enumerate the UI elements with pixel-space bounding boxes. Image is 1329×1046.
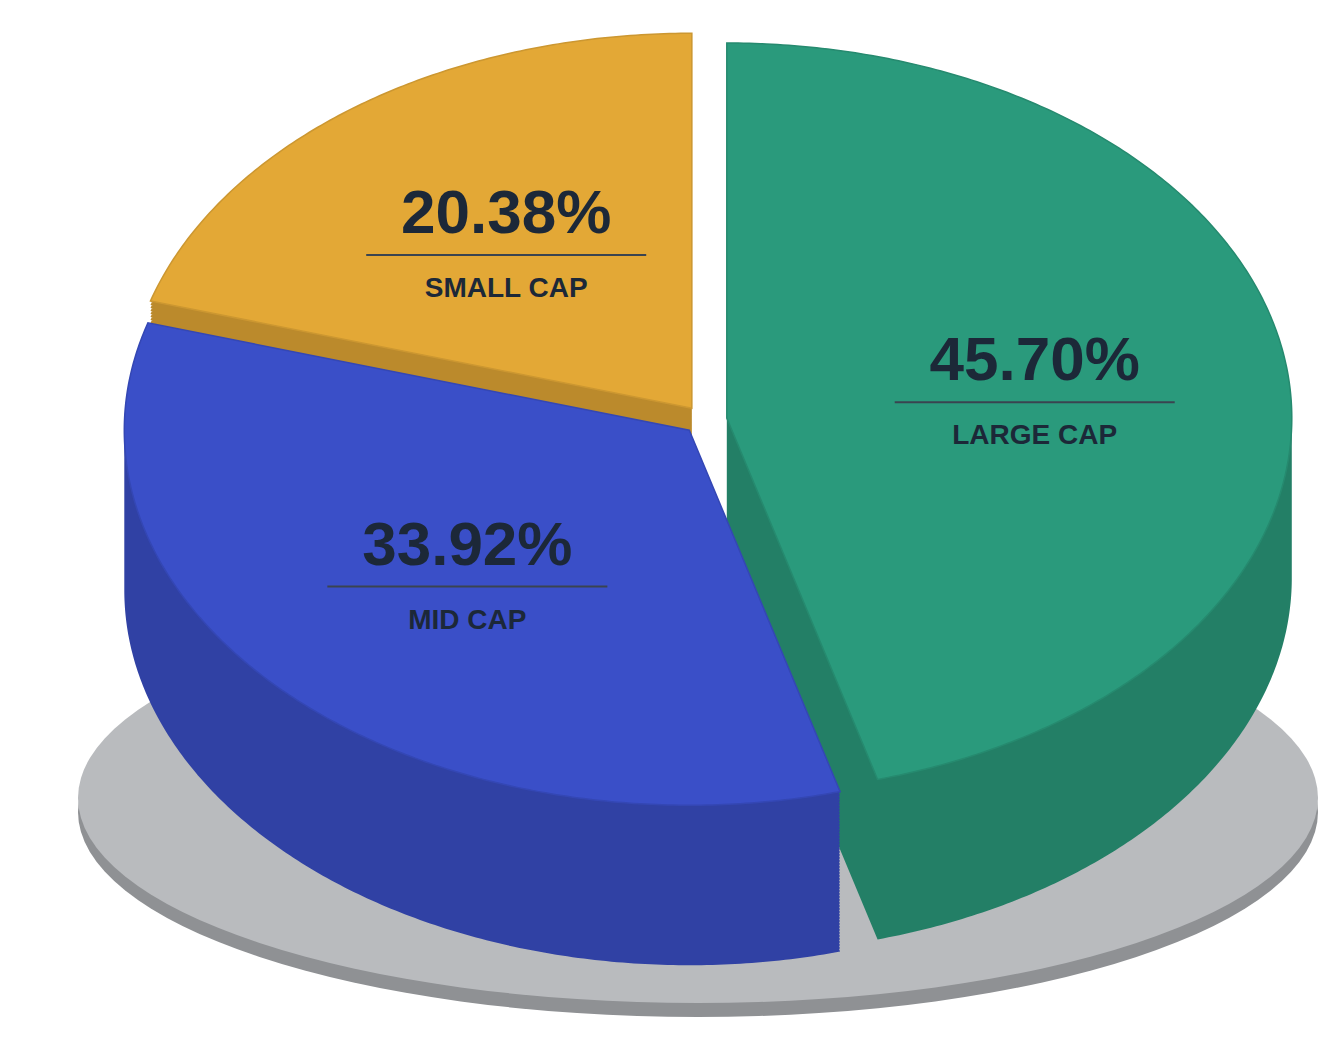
slice-sides — [124, 34, 1292, 965]
slice-label: 45.70% LARGE CAP — [895, 324, 1175, 450]
label-rule — [327, 586, 607, 588]
value-label: 33.92% — [362, 509, 572, 578]
slice — [150, 33, 691, 408]
slice-tops — [124, 33, 1292, 805]
slice-label: 33.92% MID CAP — [327, 509, 607, 635]
value-label: 45.70% — [930, 324, 1140, 393]
slice — [727, 43, 1292, 779]
category-label: MID CAP — [408, 604, 526, 635]
category-label: SMALL CAP — [425, 272, 588, 303]
data-labels: 45.70% LARGE CAP 33.92% MID CAP 20.38% SMALL … — [327, 177, 1174, 635]
label-rule — [895, 401, 1175, 403]
slice-label: 20.38% SMALL CAP — [366, 177, 646, 303]
value-label: 20.38% — [401, 177, 611, 246]
label-rule — [366, 254, 646, 256]
category-label: LARGE CAP — [952, 419, 1117, 450]
chart-svg: 45.70% LARGE CAP 33.92% MID CAP 20.38% SMALL … — [0, 0, 1329, 1046]
chart-root: 45.70% LARGE CAP 33.92% MID CAP 20.38% SMALL … — [0, 0, 1329, 1046]
slice — [124, 323, 840, 805]
